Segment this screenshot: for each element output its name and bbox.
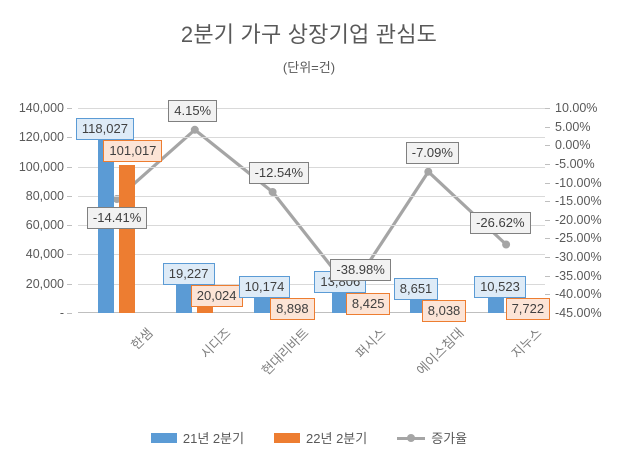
data-label-series2: 7,722 — [505, 297, 551, 320]
data-label-series1: 10,174 — [238, 276, 291, 299]
y-axis-right-tickmark — [545, 126, 550, 128]
y-axis-right-tickmark — [545, 219, 550, 221]
y-axis-right-tick: -40.00% — [555, 287, 602, 302]
growth-line[interactable] — [115, 128, 508, 293]
bar-s1[interactable] — [331, 292, 348, 313]
chart-subtitle: (단위=건) — [282, 60, 336, 75]
chart-legend: 21년 2분기 22년 2분기 증가율 — [0, 428, 618, 447]
data-label-series2: 101,017 — [103, 140, 163, 163]
data-label-series2: 8,425 — [345, 292, 391, 315]
y-axis-right-tickmark — [545, 201, 550, 203]
y-axis-right-tick: -20.00% — [555, 212, 602, 227]
y-axis-right-tick: 10.00% — [555, 101, 598, 115]
growth-line-marker[interactable] — [502, 240, 511, 249]
growth-line-marker[interactable] — [268, 188, 277, 196]
data-label-series1: 8,651 — [393, 278, 439, 301]
bar-s1[interactable] — [176, 284, 193, 313]
x-axis-category-label: 지누스 — [508, 325, 545, 362]
y-axis-left-tick: 60,000 — [25, 218, 64, 233]
growth-line-marker[interactable] — [424, 167, 433, 176]
y-axis-right-tick: -10.00% — [555, 175, 602, 190]
y-axis-right-tickmark — [545, 257, 550, 259]
x-axis-category-label: 퍼시스 — [353, 325, 390, 362]
data-label-series2: 8,038 — [421, 300, 467, 323]
x-axis-category-label: 현대리바트 — [258, 325, 312, 379]
y-axis-right-tickmark — [545, 294, 550, 296]
y-axis-left-tickmark — [67, 108, 72, 109]
y-axis-left-tickmark — [67, 166, 72, 168]
data-label-series1: 13,806 — [314, 270, 367, 293]
y-axis-right-tick: 5.00% — [555, 119, 591, 134]
gridline — [78, 166, 545, 168]
gridline — [78, 283, 545, 285]
data-label-growth: -7.09% — [405, 141, 459, 164]
data-label-growth: 4.15% — [168, 99, 218, 122]
legend-label-series1: 21년 2분기 — [182, 431, 245, 446]
data-label-series2: 8,898 — [270, 298, 315, 321]
legend-line-icon-series3 — [397, 433, 426, 443]
y-axis-left-tick: 120,000 — [18, 130, 64, 145]
bar-s1[interactable] — [254, 298, 271, 313]
y-axis-left-tick: - — [59, 306, 64, 320]
x-axis-category-label: 시디즈 — [197, 325, 234, 362]
bar-s2[interactable] — [119, 165, 136, 313]
y-axis-left-tick: 40,000 — [25, 247, 64, 262]
y-axis-left-tick: 80,000 — [25, 188, 64, 203]
y-axis-left-tick: 20,000 — [25, 276, 64, 291]
gridline — [78, 137, 545, 139]
y-axis-right-tick: -45.00% — [555, 306, 602, 320]
chart-title: 2분기 가구 상장기업 관심도 — [180, 22, 438, 47]
bar-s1[interactable] — [487, 297, 504, 313]
y-axis-right-tick: 0.00% — [555, 138, 591, 153]
y-axis-right-tick: -25.00% — [555, 231, 602, 246]
y-axis-left-tickmark — [67, 137, 72, 139]
x-axis-category-label: 에이스침대 — [413, 325, 467, 379]
data-label-growth: -38.98% — [330, 258, 391, 281]
x-axis-category-label: 한샘 — [128, 325, 156, 353]
y-axis-right-tickmark — [545, 163, 550, 165]
y-axis-left-tick: 100,000 — [18, 159, 64, 174]
y-axis-right-tick: -15.00% — [555, 194, 602, 209]
y-axis-right-tick: -35.00% — [555, 268, 602, 283]
y-axis-right-tickmark — [545, 145, 550, 147]
growth-line-marker[interactable] — [190, 125, 199, 134]
y-axis-left-tickmark — [67, 254, 72, 256]
data-label-growth: -14.41% — [86, 206, 148, 229]
y-axis-right-tickmark — [545, 238, 550, 240]
y-axis-left-tickmark — [67, 225, 72, 227]
y-axis-left-tickmark — [67, 313, 72, 314]
data-label-series1: 10,523 — [474, 275, 526, 298]
data-label-series1: 19,227 — [162, 262, 215, 285]
data-label-series2: 20,024 — [190, 284, 243, 307]
y-axis-right-tickmark — [545, 275, 550, 277]
y-axis-right-tick: -30.00% — [555, 250, 602, 265]
y-axis-right-tickmark — [545, 182, 550, 184]
gridline — [78, 225, 545, 227]
gridline — [78, 108, 545, 109]
legend-item-series1[interactable]: 21년 2분기 — [150, 428, 245, 447]
legend-swatch-icon-series1 — [150, 432, 177, 443]
legend-label-series3: 증가율 — [431, 431, 468, 446]
data-label-growth: -12.54% — [248, 162, 309, 184]
legend-swatch-icon-series2 — [274, 432, 301, 443]
legend-item-series3[interactable]: 증가율 — [397, 428, 467, 447]
data-label-growth: -26.62% — [470, 212, 531, 235]
data-label-series1: 118,027 — [75, 118, 134, 141]
y-axis-right-tick: -5.00% — [555, 156, 595, 171]
y-axis-left-tickmark — [67, 283, 72, 285]
y-axis-left-tick: 140,000 — [18, 101, 64, 115]
gridline — [78, 195, 545, 197]
y-axis-left-tickmark — [67, 195, 72, 197]
legend-label-series2: 22년 2분기 — [306, 431, 368, 446]
y-axis-right-tickmark — [545, 108, 550, 109]
growth-line-marker[interactable] — [112, 195, 121, 203]
legend-item-series2[interactable]: 22년 2분기 — [274, 428, 367, 447]
gridline — [78, 254, 545, 256]
